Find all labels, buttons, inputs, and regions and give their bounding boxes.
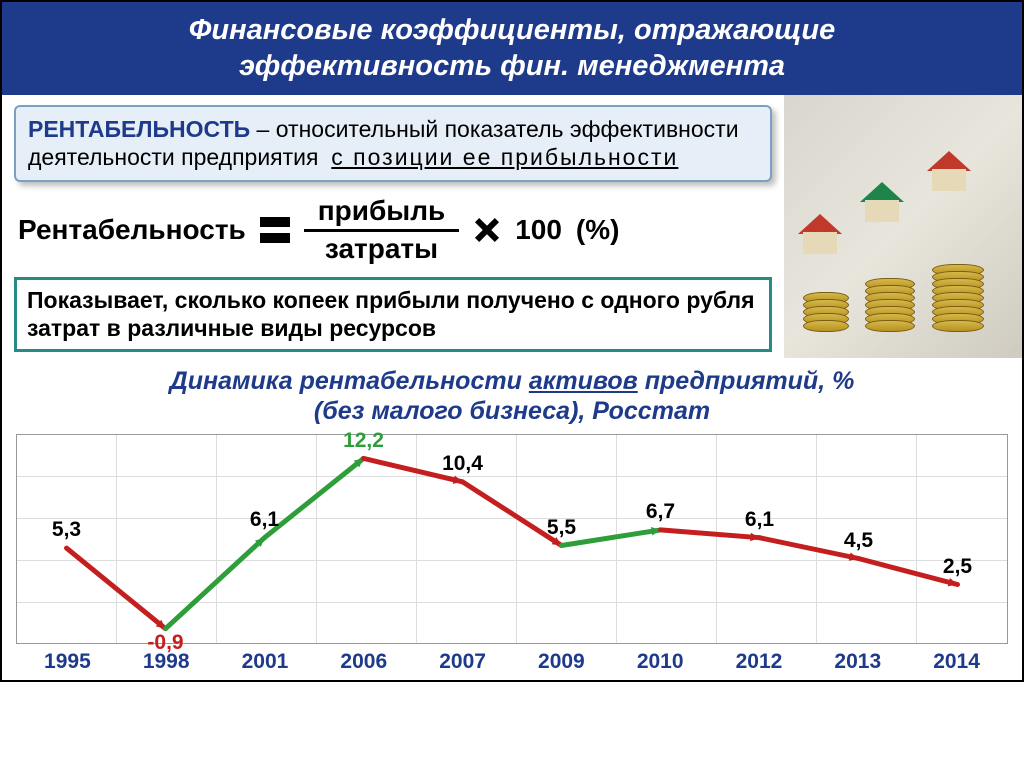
x-tick-label: 1995 [18,650,117,674]
definition-underlined: с позиции ее прибыльности [331,144,678,170]
definition-dash: – [250,116,276,142]
x-tick-label: 2007 [413,650,512,674]
definition-term: РЕНТАБЕЛЬНОСТЬ [28,116,250,142]
content-row: РЕНТАБЕЛЬНОСТЬ – относительный показател… [0,95,1024,359]
formula-multiplier: 100 [515,214,562,246]
formula-denominator: затраты [325,232,438,265]
x-tick-label: 2009 [512,650,611,674]
chart-subtitle: (без малого бизнеса), Росстат [314,397,710,425]
decorative-image [784,95,1022,359]
equals-icon [260,217,290,243]
formula-numerator: прибыль [304,196,459,232]
chart-container: 5,3-0,96,112,210,45,56,76,14,52,5 199519… [0,430,1024,682]
definition-box: РЕНТАБЕЛЬНОСТЬ – относительный показател… [14,105,772,183]
header-line2: эффективность фин. менеджмента [239,50,785,82]
chart-title-post: предприятий, % [638,367,855,395]
slide-header: Финансовые коэффициенты, отражающие эффе… [0,0,1024,95]
multiply-icon [473,216,501,244]
data-label: 12,2 [343,429,384,453]
data-label: 5,5 [547,516,576,540]
note-box: Показывает, сколько копеек прибыли получ… [14,277,772,353]
data-label: 6,1 [745,508,774,532]
data-label: 6,7 [646,500,675,524]
chart-title-underlined: активов [529,367,638,395]
left-column: РЕНТАБЕЛЬНОСТЬ – относительный показател… [2,95,784,359]
chart-title-pre: Динамика рентабельности [170,367,529,395]
formula: Рентабельность прибыль затраты 100 (%) [14,196,772,265]
chart-title: Динамика рентабельности активов предприя… [0,358,1024,430]
formula-fraction: прибыль затраты [304,196,459,265]
note-text: Показывает, сколько копеек прибыли получ… [27,287,755,342]
data-label: 10,4 [442,452,483,476]
data-label: 2,5 [943,555,972,579]
data-label: 5,3 [52,518,81,542]
header-line1: Финансовые коэффициенты, отражающие [189,14,835,46]
line-chart: 5,3-0,96,112,210,45,56,76,14,52,5 [16,434,1008,644]
x-tick-label: 2006 [314,650,413,674]
x-tick-label: 2010 [611,650,710,674]
data-label: -0,9 [147,631,183,655]
data-label: 6,1 [250,508,279,532]
x-tick-label: 2013 [808,650,907,674]
data-label: 4,5 [844,529,873,553]
x-tick-label: 2001 [216,650,315,674]
x-tick-label: 2012 [710,650,809,674]
formula-unit: (%) [576,214,620,246]
formula-lhs: Рентабельность [18,214,246,246]
x-tick-label: 2014 [907,650,1006,674]
